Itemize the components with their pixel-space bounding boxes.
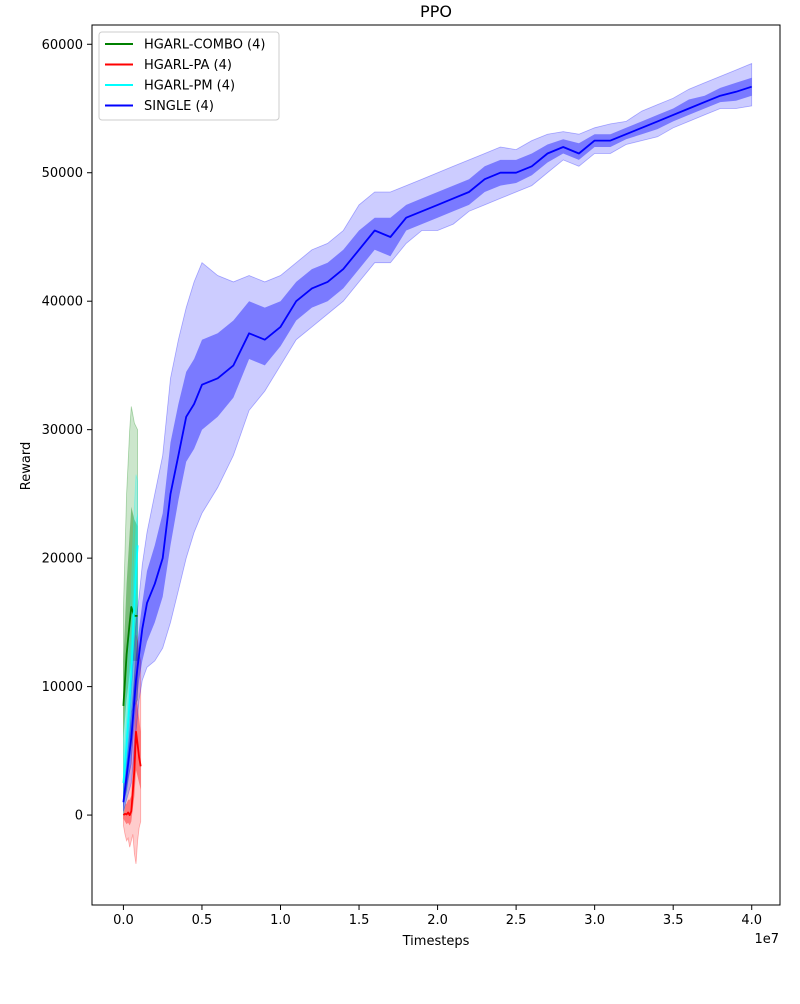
y-tick-label: 50000 (42, 166, 83, 181)
x-axis-offset-text: 1e7 (754, 932, 779, 947)
legend: HGARL-COMBO (4) HGARL-PA (4) HGARL-PM (4) S… (98, 31, 280, 121)
x-axis: 0.0 0.5 1.0 1.5 2.0 2.5 3.0 3.5 4.0 (113, 905, 762, 928)
x-tick-label: 2.0 (427, 913, 448, 928)
x-tick-label: 0.5 (192, 913, 213, 928)
y-tick-label: 40000 (42, 295, 83, 310)
series-lines (122, 85, 752, 816)
x-tick-label: 3.0 (584, 913, 605, 928)
legend-label-hgarl-pa: HGARL-PA (4) (144, 58, 232, 73)
legend-label-hgarl-pm: HGARL-PM (4) (144, 79, 235, 94)
hgarl-pm-mean-line (122, 545, 139, 784)
y-tick-label: 20000 (42, 552, 83, 567)
x-tick-label: 2.5 (506, 913, 527, 928)
x-tick-label: 4.0 (741, 913, 762, 928)
y-tick-label: 30000 (42, 423, 83, 438)
legend-box (98, 31, 280, 121)
single-outer-band (123, 62, 753, 812)
hgarl-pa-mean-line (122, 730, 142, 816)
y-axis-label: Reward (19, 442, 34, 490)
x-tick-label: 1.0 (270, 913, 291, 928)
y-tick-label: 60000 (42, 38, 83, 53)
legend-label-hgarl-combo: HGARL-COMBO (4) (144, 38, 265, 53)
x-tick-label: 0.0 (113, 913, 134, 928)
hgarl-combo-mean-line (122, 606, 138, 706)
chart-title: PPO (420, 2, 452, 21)
hgarl-pa-outer-band (123, 635, 142, 864)
single-mean-line (122, 85, 752, 803)
legend-label-single: SINGLE (4) (144, 99, 214, 114)
x-axis-label: Timesteps (402, 934, 470, 949)
plot-frame (91, 24, 781, 906)
y-tick-label: 10000 (42, 680, 83, 695)
y-axis: 0 10000 20000 30000 40000 50000 60000 (42, 38, 92, 824)
confidence-bands (123, 62, 753, 864)
y-tick-label: 0 (75, 809, 83, 824)
x-tick-label: 1.5 (349, 913, 370, 928)
x-tick-label: 3.5 (663, 913, 684, 928)
